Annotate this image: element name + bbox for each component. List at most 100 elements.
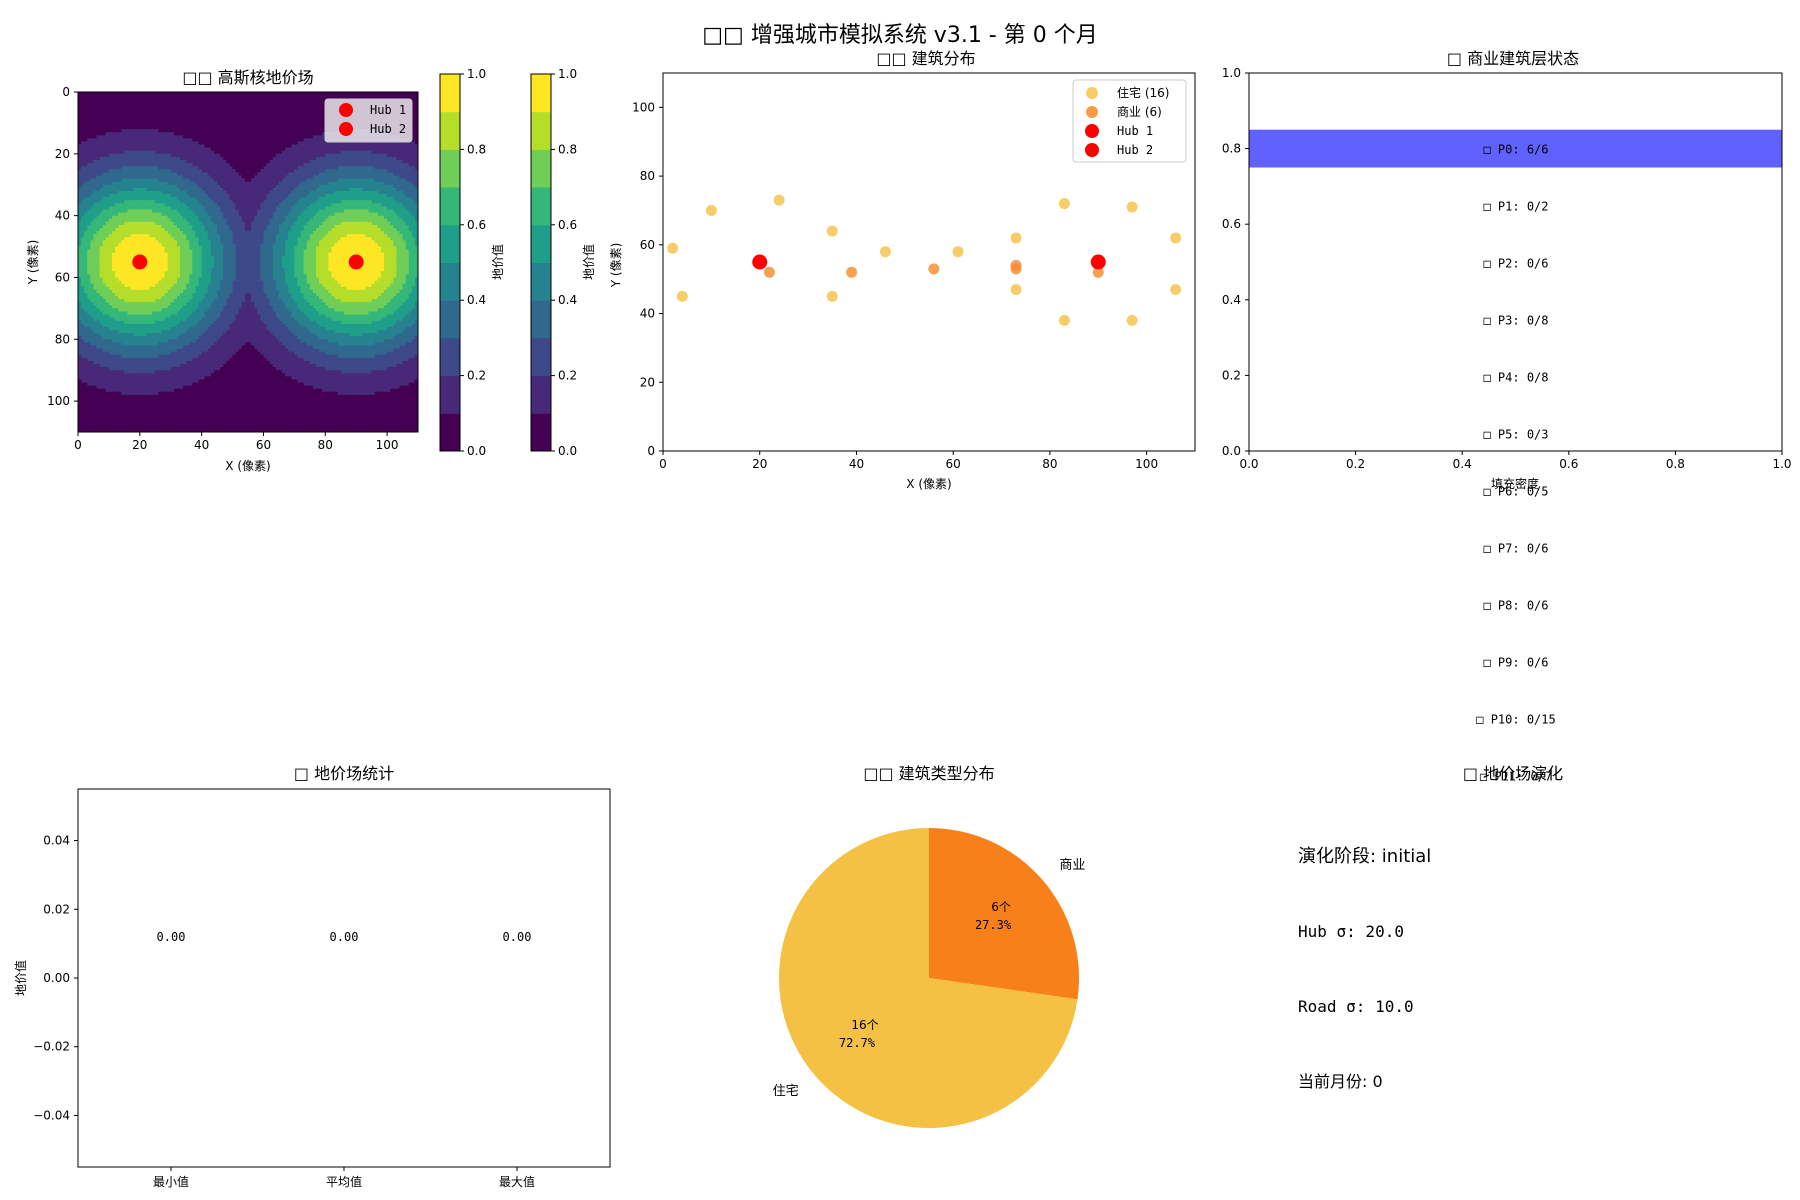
heatmap-cell (384, 175, 388, 179)
heatmap-cell (210, 172, 215, 176)
heatmap-cell (399, 178, 403, 183)
heatmap-cell (353, 153, 357, 158)
heatmap-cell (124, 150, 128, 155)
heatmap-cell (306, 110, 311, 115)
heatmap-cell (266, 200, 271, 204)
heatmap-cell (183, 147, 187, 152)
heatmap-cell (359, 172, 363, 176)
heatmap-cell (136, 181, 141, 186)
heatmap-cell (374, 200, 379, 204)
heatmap-cell (118, 209, 122, 213)
heatmap-cell (399, 156, 403, 161)
heatmap-cell (235, 144, 240, 149)
heatmap-cell (312, 184, 317, 189)
heatmap-cell (170, 150, 175, 155)
heatmap-cell (118, 141, 122, 145)
heatmap-cell (81, 138, 85, 142)
heatmap-cell (368, 218, 373, 223)
heatmap-cell (229, 209, 233, 213)
heatmap-cell (170, 126, 175, 130)
heatmap-cell (220, 175, 224, 179)
heatmap-cell (384, 153, 388, 158)
heatmap-cell (210, 212, 215, 217)
heatmap-cell (124, 156, 128, 161)
heatmap-cell (108, 116, 113, 121)
heatmap-cell (266, 224, 271, 229)
heatmap-cell (309, 92, 314, 96)
heatmap-cell (78, 221, 82, 226)
heatmap-cell (167, 150, 172, 155)
heatmap-cell (285, 138, 289, 142)
heatmap-cell (251, 153, 255, 158)
heatmap-cell (396, 209, 400, 213)
heatmap-cell (180, 147, 184, 152)
heatmap-cell (84, 178, 88, 183)
heatmap-cell (393, 153, 397, 158)
heatmap-cell (278, 221, 283, 226)
heatmap-cell (291, 129, 295, 133)
heatmap-cell (167, 200, 172, 204)
heatmap-cell (359, 187, 363, 192)
heatmap-cell (328, 150, 332, 155)
heatmap-cell (238, 98, 243, 102)
heatmap-cell (210, 206, 215, 210)
heatmap-cell (297, 156, 301, 161)
heatmap-cell (337, 200, 342, 204)
heatmap-cell (288, 197, 292, 201)
heatmap-cell (303, 163, 308, 167)
heatmap-cell (272, 147, 277, 152)
heatmap-cell (139, 101, 144, 105)
heatmap-cell (288, 129, 292, 133)
heatmap-cell (291, 153, 295, 158)
heatmap-cell (411, 144, 416, 149)
heatmap-cell (223, 138, 227, 142)
heatmap-cell (346, 181, 351, 186)
heatmap-cell (149, 197, 153, 201)
heatmap-cell (399, 228, 403, 232)
heatmap-cell (78, 113, 82, 118)
heatmap-cell (380, 153, 385, 158)
heatmap-cell (232, 181, 237, 186)
heatmap-cell (146, 197, 150, 201)
heatmap-cell (393, 178, 397, 183)
heatmap-cell (133, 181, 138, 186)
heatmap-cell (257, 206, 261, 210)
heatmap-cell (384, 224, 388, 229)
heatmap-cell (297, 92, 301, 96)
heatmap-cell (238, 187, 243, 192)
heatmap-cell (170, 153, 175, 158)
heatmap-cell (173, 194, 178, 198)
heatmap-cell (192, 228, 196, 232)
heatmap-cell (396, 166, 400, 170)
heatmap-cell (229, 141, 233, 145)
heatmap-cell (248, 153, 252, 158)
heatmap-cell (210, 104, 215, 108)
heatmap-cell (241, 104, 246, 108)
heatmap-cell (356, 160, 360, 164)
heatmap-cell (158, 101, 162, 105)
heatmap-cell (266, 122, 271, 127)
heatmap-cell (214, 187, 218, 192)
heatmap-cell (396, 156, 400, 161)
heatmap-cell (189, 212, 193, 217)
heatmap-cell (288, 200, 292, 204)
heatmap-cell (201, 163, 206, 167)
heatmap-cell (93, 231, 97, 235)
heatmap-cell (362, 218, 366, 223)
heatmap-cell (158, 166, 162, 170)
heatmap-cell (214, 160, 218, 164)
heatmap-cell (272, 135, 277, 139)
heatmap-cell (78, 181, 82, 186)
heatmap-cell (303, 175, 308, 179)
heatmap-cell (217, 150, 221, 155)
heatmap-cell (170, 110, 175, 115)
heatmap-cell (244, 104, 249, 108)
heatmap-cell (192, 231, 196, 235)
heatmap-cell (152, 163, 156, 167)
heatmap-cell (319, 228, 323, 232)
heatmap-cell (377, 141, 382, 145)
heatmap-cell (399, 181, 403, 186)
heatmap-cell (346, 206, 351, 210)
heatmap-cell (266, 190, 271, 195)
heatmap-cell (241, 206, 246, 210)
